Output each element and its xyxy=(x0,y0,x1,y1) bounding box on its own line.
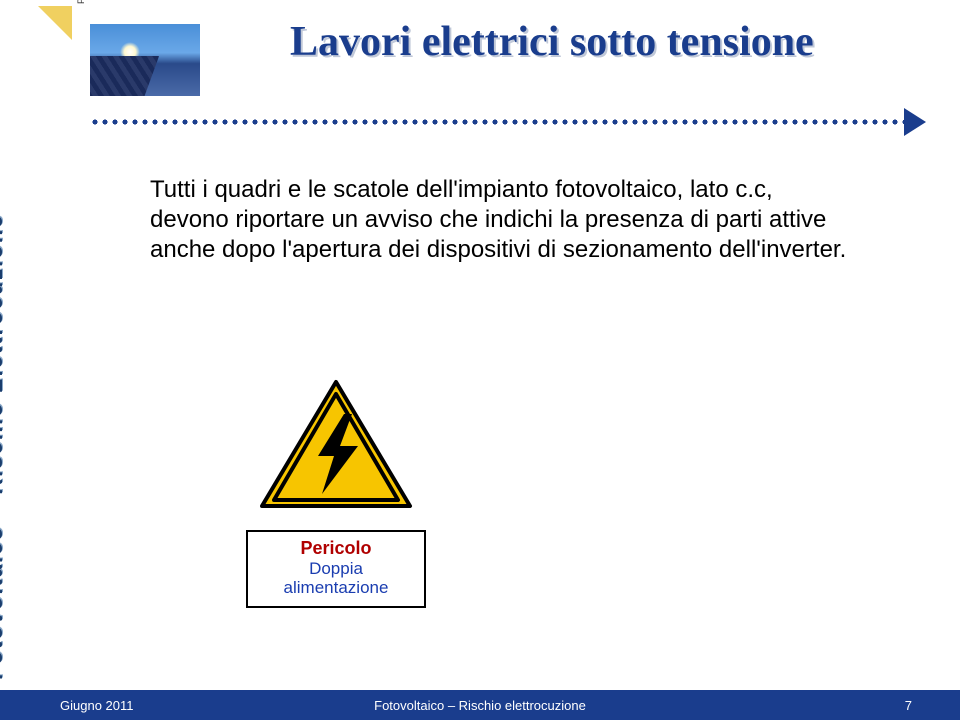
warning-label-line3: alimentazione xyxy=(252,578,420,598)
footer-bar: Giugno 2011 Fotovoltaico – Rischio elett… xyxy=(0,690,960,720)
warning-label-line1: Pericolo xyxy=(252,538,420,559)
warning-label-box: Pericolo Doppia alimentazione xyxy=(246,530,426,608)
footer-title: Fotovoltaico – Rischio elettrocuzione xyxy=(0,698,960,713)
footer-page-number: 7 xyxy=(905,698,912,713)
warning-triangle-icon xyxy=(256,376,416,516)
header-decorative-image xyxy=(90,24,200,96)
warning-label-line2: Doppia xyxy=(252,559,420,579)
slide-body-text: Tutti i quadri e le scatole dell'impiant… xyxy=(150,175,850,265)
sidebar-vertical-title: Fotovoltaico – Rischio Elettrocuzione xyxy=(0,214,8,680)
footer-date: Giugno 2011 xyxy=(60,698,134,713)
slide-title: Lavori elettrici sotto tensione xyxy=(290,18,814,66)
brand-text: POLISTUDIO xyxy=(76,0,86,4)
divider-arrowhead xyxy=(904,108,926,136)
divider-dotted xyxy=(90,118,910,126)
logo-triangle xyxy=(38,6,72,40)
